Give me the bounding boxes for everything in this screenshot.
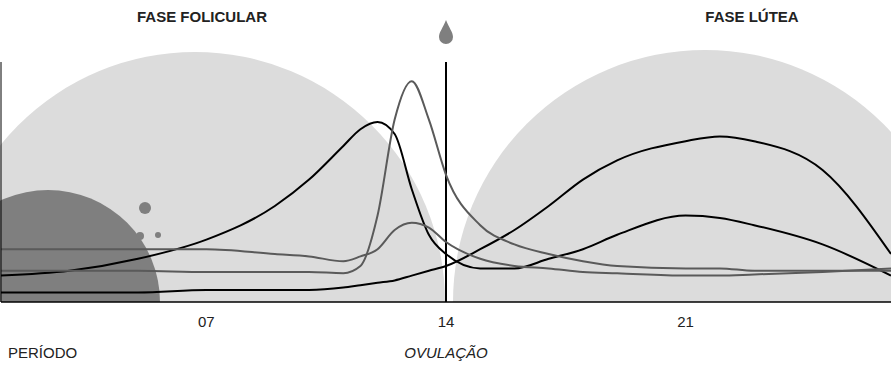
html-text:PERÍODO: PERÍODO: [8, 344, 78, 361]
html-text:FASE FOLICULAR: FASE FOLICULAR: [137, 8, 267, 25]
svg-text:14: 14: [438, 313, 455, 330]
html-text:OVULAÇÃO: OVULAÇÃO: [404, 344, 488, 361]
html-text:FASE LÚTEA: FASE LÚTEA: [705, 8, 799, 25]
svg-text:07: 07: [198, 313, 215, 330]
svg-text:21: 21: [677, 313, 694, 330]
